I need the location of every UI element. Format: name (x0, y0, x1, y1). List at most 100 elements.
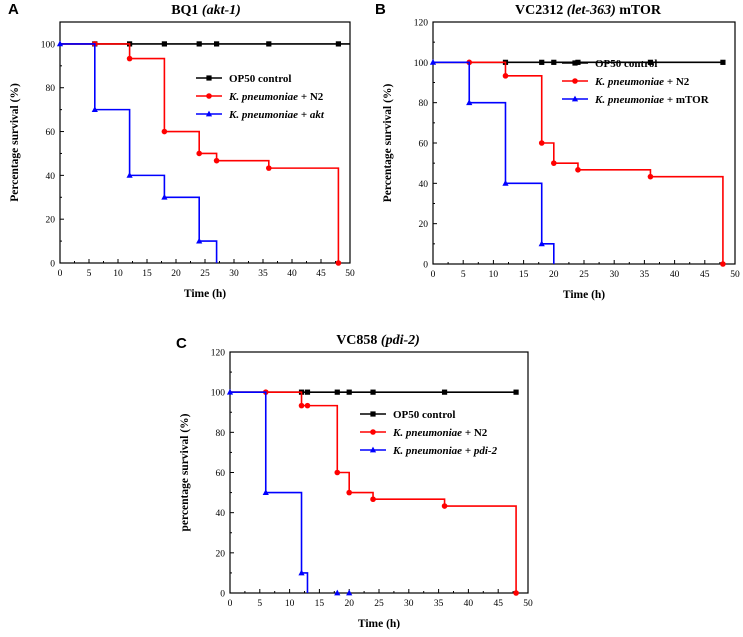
legend-entry: OP50 control (393, 409, 455, 421)
legend-marker (369, 446, 377, 453)
legend-entry: K. pneumoniae + akt (228, 109, 325, 121)
panel-letter: C (176, 335, 187, 352)
y-tick-label: 40 (46, 172, 56, 182)
data-point (214, 41, 220, 47)
x-tick-label: 20 (171, 269, 181, 279)
y-tick-label: 60 (419, 140, 429, 150)
series-2 (56, 40, 218, 263)
data-point (551, 59, 557, 65)
series-line (230, 391, 309, 593)
data-point (539, 59, 545, 65)
legend-entry: K. pneumoniae + N2 (594, 76, 690, 88)
x-tick-label: 15 (315, 599, 325, 609)
data-point (266, 41, 272, 47)
data-point (126, 55, 133, 62)
x-tick-label: 50 (730, 270, 740, 280)
x-tick-label: 35 (258, 269, 268, 279)
y-tick-label: 100 (414, 59, 429, 69)
data-point (161, 41, 167, 47)
panel-letter: B (375, 1, 386, 18)
x-tick-label: 30 (609, 270, 619, 280)
y-axis-label: percentage survival (%) (179, 413, 191, 531)
data-point (213, 157, 220, 164)
x-tick-label: 5 (461, 270, 466, 280)
x-tick-label: 5 (87, 269, 92, 279)
y-tick-label: 100 (211, 389, 226, 399)
data-point (335, 260, 342, 266)
legend-entry: K. pneumoniae + N2 (228, 91, 324, 103)
legend-marker (370, 411, 376, 417)
x-tick-label: 20 (344, 599, 354, 609)
series-1 (60, 41, 342, 266)
data-point (720, 261, 726, 267)
chart-title: BQ1 (akt-1) (171, 3, 241, 18)
y-tick-label: 20 (419, 220, 429, 230)
x-tick-label: 40 (287, 269, 297, 279)
y-tick-label: 60 (216, 469, 226, 479)
data-point (370, 389, 376, 395)
data-point (266, 165, 272, 171)
series-line (433, 61, 724, 264)
data-point (538, 140, 545, 146)
chart-title: VC2312 (let-363) mTOR (515, 3, 662, 18)
y-tick-label: 120 (414, 19, 429, 29)
legend-marker (206, 75, 212, 81)
data-point (161, 128, 168, 135)
data-point (298, 569, 305, 576)
y-tick-label: 80 (46, 84, 56, 94)
data-point (502, 179, 509, 186)
data-point (466, 99, 473, 106)
y-tick-label: 0 (423, 261, 428, 271)
y-tick-label: 0 (220, 590, 225, 600)
x-axis-label: Time (h) (358, 618, 400, 630)
data-point (334, 589, 341, 596)
y-tick-label: 20 (46, 216, 56, 226)
x-axis-label: Time (h) (563, 289, 605, 301)
x-tick-label: 25 (579, 270, 589, 280)
data-point (304, 389, 311, 395)
legend-entry: OP50 control (595, 58, 657, 70)
legend-marker (572, 60, 578, 66)
data-point (720, 59, 726, 65)
x-tick-label: 35 (434, 599, 444, 609)
data-point (513, 590, 519, 596)
x-tick-label: 25 (200, 269, 210, 279)
y-tick-label: 80 (419, 99, 429, 109)
y-axis-label: Percentage survival (%) (382, 84, 394, 203)
data-point (91, 106, 98, 113)
data-point (346, 489, 353, 496)
data-point (647, 173, 654, 180)
chart-panel-b: B VC2312 (let-363) mTOR 0 5 10 15 20 25 30 35 40 45… (375, 1, 740, 301)
series-2 (226, 388, 353, 596)
series-2 (429, 58, 555, 264)
chart-title: VC858 (pdi-2) (336, 333, 420, 348)
plot-frame (229, 351, 529, 594)
legend-marker (205, 110, 213, 117)
series-1 (433, 59, 726, 267)
x-tick-label: 35 (640, 270, 650, 280)
data-point (429, 58, 437, 65)
x-tick-label: 45 (700, 270, 710, 280)
data-point (161, 193, 168, 200)
x-tick-label: 50 (345, 269, 355, 279)
data-point (538, 240, 545, 247)
plot-frame (59, 21, 351, 264)
data-point (370, 496, 376, 503)
y-tick-label: 120 (211, 349, 226, 359)
data-point (335, 41, 341, 47)
legend-entry: K. pneumoniae + mTOR (594, 94, 710, 106)
x-tick-label: 5 (257, 599, 262, 609)
data-point (513, 389, 519, 395)
legend-entry: OP50 control (229, 73, 291, 85)
chart-panel-a: A BQ1 (akt-1) 0 5 10 15 20 25 30 35 40 45 50 0 20 40 60 8… (8, 1, 355, 300)
chart-panel-c: C VC858 (pdi-2) 0 5 10 15 20 25 30 35 40 45 50 0 20 40 6… (176, 333, 533, 630)
data-point (298, 402, 305, 409)
legend-entry: K. pneumoniae + pdi-2 (392, 445, 498, 457)
data-point (226, 388, 234, 395)
data-point (502, 73, 509, 79)
y-tick-label: 0 (50, 260, 55, 270)
data-point (196, 237, 203, 244)
data-point (126, 171, 133, 178)
legend: OP50 control K. pneumoniae + N2 K. pneumon… (196, 73, 325, 121)
